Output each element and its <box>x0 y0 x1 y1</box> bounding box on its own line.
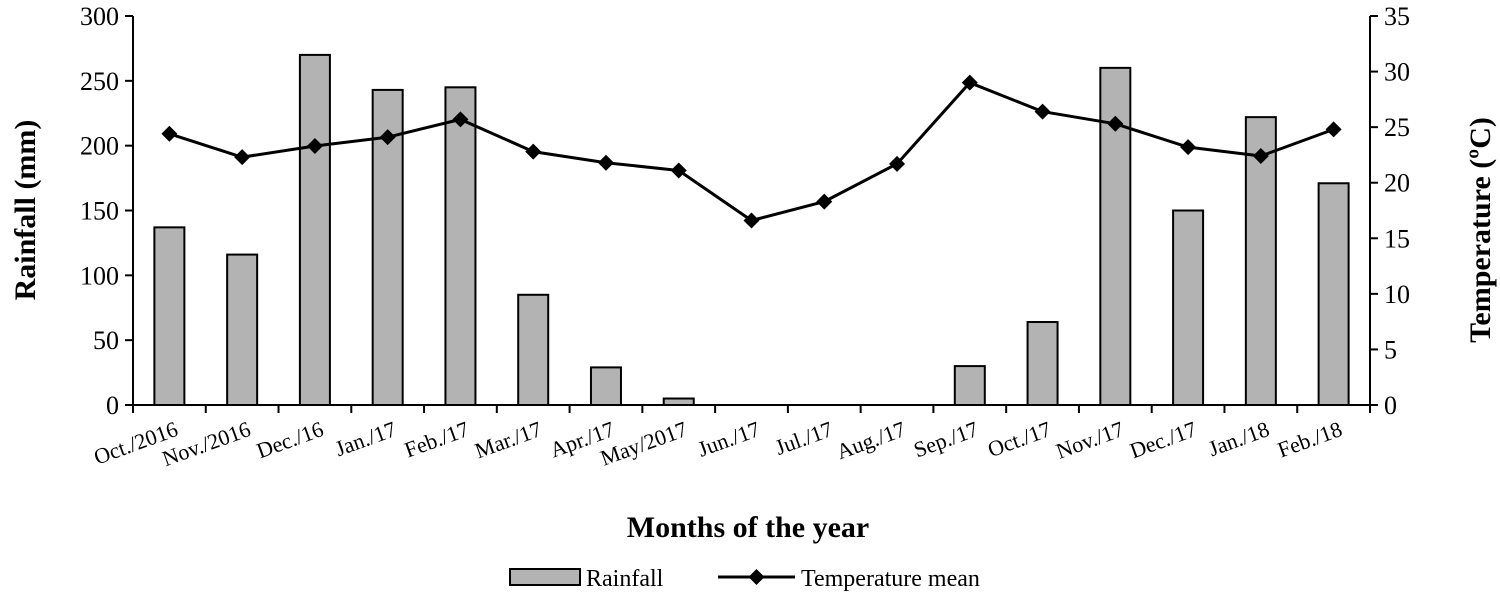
x-tick-label: Aug./17 <box>833 416 909 464</box>
rainfall-bar <box>226 253 259 406</box>
temperature-point <box>961 74 978 91</box>
temperature-point <box>1107 115 1124 132</box>
temperature-point <box>161 125 178 142</box>
rainfall-bar <box>1317 182 1350 406</box>
axes <box>125 15 1378 413</box>
y-tick-label: 0 <box>106 391 119 420</box>
rainfall-bar <box>662 397 695 406</box>
y2-tick-label: 15 <box>1384 224 1410 253</box>
x-tick-label: Dec./17 <box>1126 416 1199 463</box>
x-tick-label: Jun./17 <box>694 416 763 461</box>
rainfall-bar <box>1026 321 1059 406</box>
x-tick-label: Jan./17 <box>332 416 400 461</box>
temperature-point <box>743 212 760 229</box>
rainfall-bar <box>153 226 186 406</box>
temperature-point <box>816 193 833 210</box>
y2-tick-label: 30 <box>1384 58 1410 87</box>
rainfall-bars <box>153 53 1350 407</box>
y2-tick-label: 35 <box>1384 2 1410 31</box>
tick-labels: 05010015020025030005101520253035Oct./201… <box>80 2 1410 471</box>
x-tick-label: Jan./18 <box>1205 416 1273 461</box>
temperature-point <box>1325 121 1342 138</box>
rainfall-bar <box>1099 66 1132 406</box>
y2-axis-title: Temperature (ºC) <box>1464 117 1497 343</box>
rainfall-bar <box>1244 116 1277 406</box>
legend: Rainfall Temperature mean <box>509 566 980 592</box>
y-tick-label: 50 <box>93 326 119 355</box>
x-axis-title: Months of the year <box>627 511 869 544</box>
rainfall-bar <box>298 53 331 407</box>
temperature-point <box>306 138 323 155</box>
temperature-point <box>1180 139 1197 156</box>
temperature-point <box>597 154 614 171</box>
x-tick-label: Sep./17 <box>910 416 981 462</box>
y-tick-label: 100 <box>80 261 119 290</box>
temperature-line <box>168 81 1335 223</box>
y2-tick-label: 5 <box>1384 335 1397 364</box>
y-tick-label: 250 <box>80 67 119 96</box>
temperature-point <box>452 111 469 128</box>
legend-rainfall-swatch <box>509 568 581 586</box>
x-tick-label: Jul./17 <box>772 416 836 460</box>
temperature-point <box>234 149 251 166</box>
y-tick-label: 300 <box>80 2 119 31</box>
y-tick-label: 150 <box>80 197 119 226</box>
x-tick-label: Mar./17 <box>471 416 544 463</box>
temperature-point <box>525 143 542 160</box>
temperature-point <box>889 155 906 172</box>
y2-tick-label: 20 <box>1384 169 1410 198</box>
legend-temperature-marker <box>748 569 765 585</box>
x-tick-label: Dec./16 <box>253 416 326 463</box>
y2-tick-label: 25 <box>1384 113 1410 142</box>
temperature-point <box>670 162 687 179</box>
x-tick-label: Feb./18 <box>1274 416 1345 462</box>
temperature-line-group <box>161 74 1342 229</box>
legend-rainfall-label: Rainfall <box>586 566 664 592</box>
y-axis-title: Rainfall (mm) <box>9 120 42 301</box>
temperature-point <box>1034 103 1051 120</box>
rainfall-bar <box>517 293 550 406</box>
y2-tick-label: 10 <box>1384 280 1410 309</box>
temperature-point <box>379 129 396 146</box>
y2-tick-label: 0 <box>1384 391 1397 420</box>
x-tick-label: Feb./17 <box>401 416 472 462</box>
rainfall-bar <box>1172 209 1205 406</box>
rainfall-bar <box>444 86 477 406</box>
rainfall-bar <box>953 365 986 407</box>
y-tick-label: 200 <box>80 132 119 161</box>
legend-temperature-label: Temperature mean <box>801 566 980 592</box>
temperature-point <box>1252 148 1269 165</box>
x-tick-label: Oct./17 <box>984 416 1054 462</box>
rainfall-bar <box>589 366 622 406</box>
x-tick-label: Nov./17 <box>1053 416 1127 463</box>
